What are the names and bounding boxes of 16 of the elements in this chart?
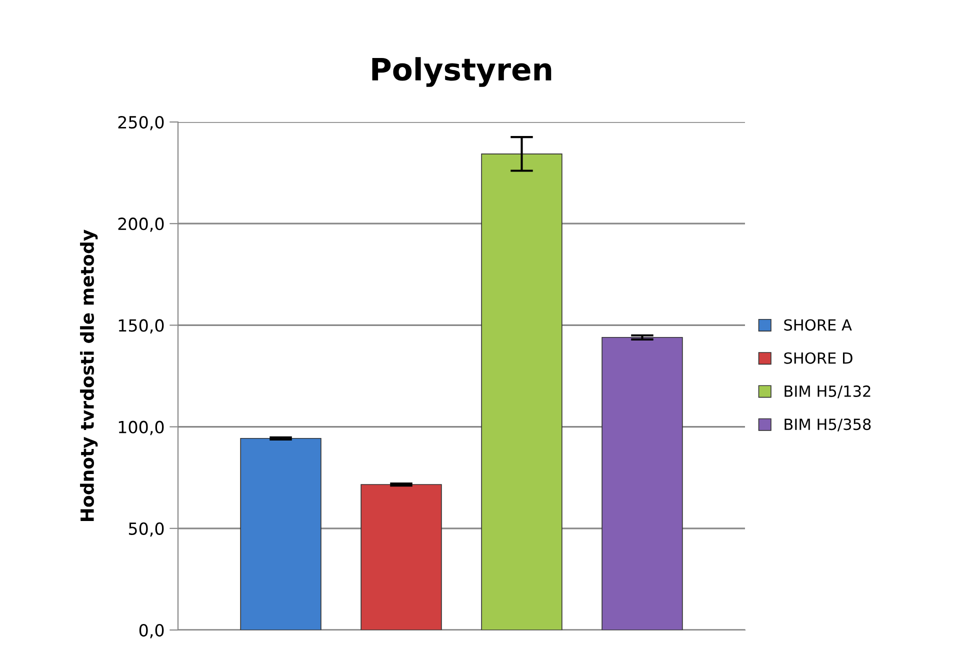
legend-label: SHORE D bbox=[784, 352, 852, 364]
legend-label: SHORE A bbox=[784, 319, 852, 331]
legend-label: BIM H5/132 bbox=[784, 385, 870, 398]
y-tick-label: 200,0 bbox=[118, 218, 164, 232]
chart-title: Polystyren bbox=[372, 57, 552, 87]
bar bbox=[360, 484, 442, 630]
bar bbox=[602, 336, 683, 630]
y-tick-label: 250,0 bbox=[118, 116, 164, 130]
bar bbox=[481, 153, 562, 630]
y-tick-label: 50,0 bbox=[128, 522, 164, 537]
y-tick-label: 0,0 bbox=[139, 624, 164, 638]
y-tick-label: 150,0 bbox=[118, 319, 164, 334]
bar bbox=[240, 438, 322, 630]
y-tick-label: 100,0 bbox=[118, 420, 164, 436]
y-axis-title: Hodnoty tvrdosti dle metody bbox=[80, 230, 98, 521]
legend-label: BIM H5/358 bbox=[784, 418, 871, 432]
